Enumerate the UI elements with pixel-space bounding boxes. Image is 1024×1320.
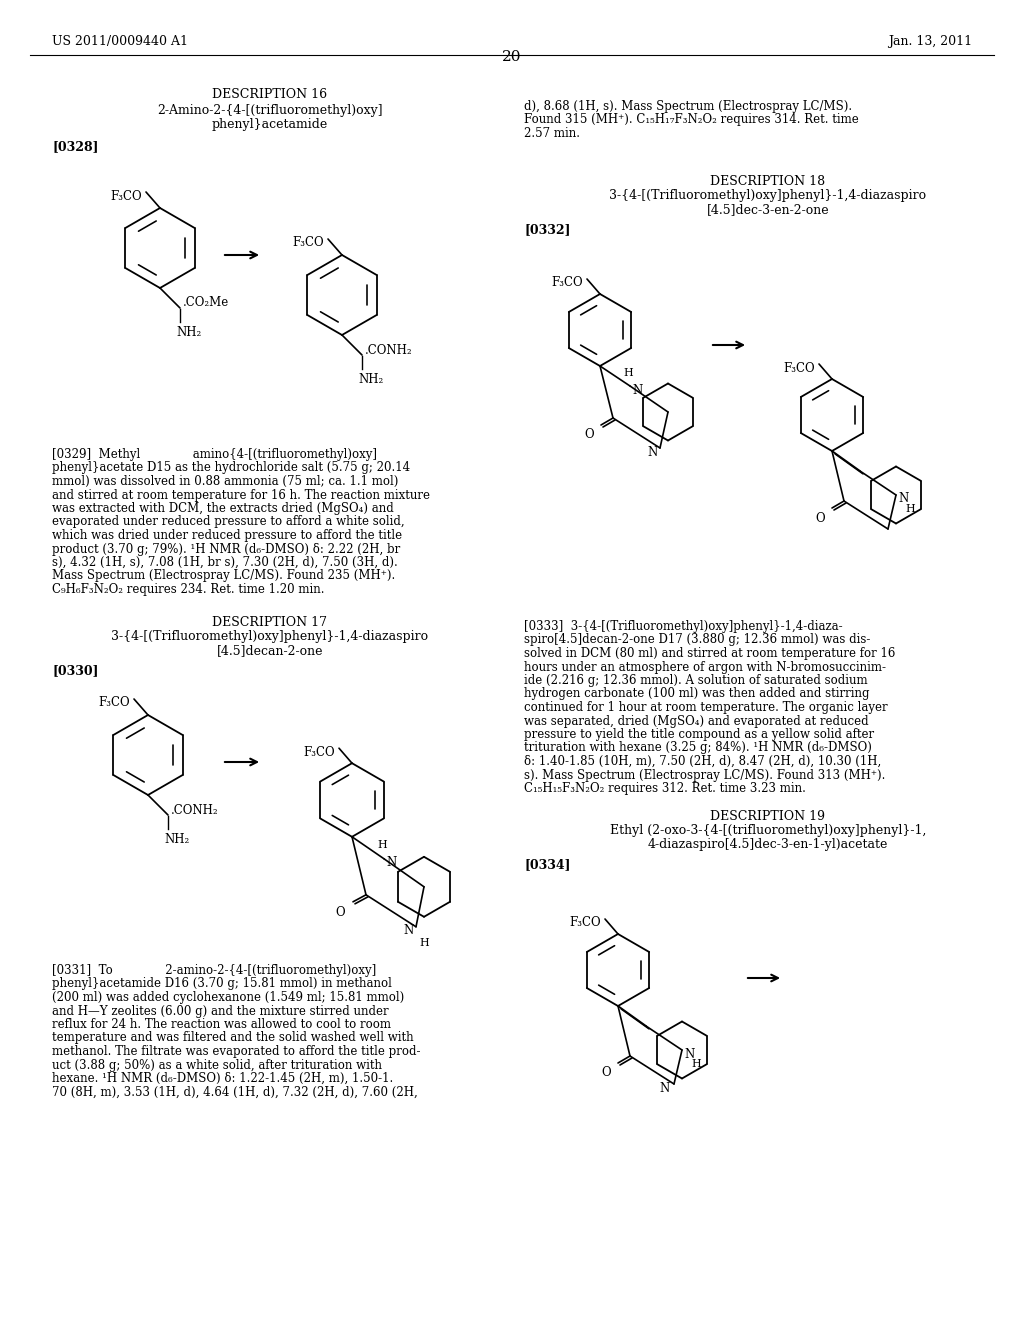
Text: N: N [648, 446, 658, 458]
Text: and stirred at room temperature for 16 h. The reaction mixture: and stirred at room temperature for 16 h… [52, 488, 430, 502]
Text: N: N [386, 857, 396, 870]
Text: temperature and was filtered and the solid washed well with: temperature and was filtered and the sol… [52, 1031, 414, 1044]
Text: [4.5]dec-3-en-2-one: [4.5]dec-3-en-2-one [707, 203, 829, 216]
Text: 3-{4-[(Trifluoromethyl)oxy]phenyl}-1,4-diazaspiro: 3-{4-[(Trifluoromethyl)oxy]phenyl}-1,4-d… [112, 630, 429, 643]
Text: [0334]: [0334] [524, 858, 570, 871]
Text: hours under an atmosphere of argon with N-bromosuccinim-: hours under an atmosphere of argon with … [524, 660, 886, 673]
Text: 4-diazaspiro[4.5]dec-3-en-1-yl)acetate: 4-diazaspiro[4.5]dec-3-en-1-yl)acetate [648, 838, 888, 851]
Text: (200 ml) was added cyclohexanone (1.549 ml; 15.81 mmol): (200 ml) was added cyclohexanone (1.549 … [52, 991, 404, 1005]
Text: phenyl}acetamide: phenyl}acetamide [212, 117, 328, 131]
Text: Found 315 (MH⁺). C₁₅H₁₇F₃N₂O₂ requires 314. Ret. time: Found 315 (MH⁺). C₁₅H₁₇F₃N₂O₂ requires 3… [524, 114, 859, 127]
Text: .CONH₂: .CONH₂ [365, 343, 413, 356]
Text: 70 (8H, m), 3.53 (1H, d), 4.64 (1H, d), 7.32 (2H, d), 7.60 (2H,: 70 (8H, m), 3.53 (1H, d), 4.64 (1H, d), … [52, 1085, 418, 1098]
Text: NH₂: NH₂ [176, 326, 202, 339]
Text: mmol) was dissolved in 0.88 ammonia (75 ml; ca. 1.1 mol): mmol) was dissolved in 0.88 ammonia (75 … [52, 475, 398, 488]
Text: NH₂: NH₂ [358, 374, 383, 385]
Text: US 2011/0009440 A1: US 2011/0009440 A1 [52, 36, 188, 48]
Text: hydrogen carbonate (100 ml) was then added and stirring: hydrogen carbonate (100 ml) was then add… [524, 688, 869, 701]
Text: F₃CO: F₃CO [569, 916, 601, 929]
Text: δ: 1.40-1.85 (10H, m), 7.50 (2H, d), 8.47 (2H, d), 10.30 (1H,: δ: 1.40-1.85 (10H, m), 7.50 (2H, d), 8.4… [524, 755, 882, 768]
Text: and H—Y zeolites (6.00 g) and the mixture stirred under: and H—Y zeolites (6.00 g) and the mixtur… [52, 1005, 389, 1018]
Text: pressure to yield the title compound as a yellow solid after: pressure to yield the title compound as … [524, 729, 874, 741]
Text: H: H [691, 1059, 700, 1069]
Text: H: H [419, 937, 429, 948]
Text: spiro[4.5]decan-2-one D17 (3.880 g; 12.36 mmol) was dis-: spiro[4.5]decan-2-one D17 (3.880 g; 12.3… [524, 634, 870, 647]
Text: N: N [684, 1048, 694, 1060]
Text: N: N [403, 924, 414, 937]
Text: product (3.70 g; 79%). ¹H NMR (d₆-DMSO) δ: 2.22 (2H, br: product (3.70 g; 79%). ¹H NMR (d₆-DMSO) … [52, 543, 400, 556]
Text: DESCRIPTION 19: DESCRIPTION 19 [711, 810, 825, 822]
Text: evaporated under reduced pressure to afford a white solid,: evaporated under reduced pressure to aff… [52, 516, 404, 528]
Text: phenyl}acetate D15 as the hydrochloride salt (5.75 g; 20.14: phenyl}acetate D15 as the hydrochloride … [52, 462, 411, 474]
Text: reflux for 24 h. The reaction was allowed to cool to room: reflux for 24 h. The reaction was allowe… [52, 1018, 391, 1031]
Text: uct (3.88 g; 50%) as a white solid, after trituration with: uct (3.88 g; 50%) as a white solid, afte… [52, 1059, 382, 1072]
Text: N: N [632, 384, 642, 396]
Text: 3-{4-[(Trifluoromethyl)oxy]phenyl}-1,4-diazaspiro: 3-{4-[(Trifluoromethyl)oxy]phenyl}-1,4-d… [609, 189, 927, 202]
Text: .CO₂Me: .CO₂Me [183, 297, 229, 309]
Text: O: O [584, 429, 594, 441]
Text: solved in DCM (80 ml) and stirred at room temperature for 16: solved in DCM (80 ml) and stirred at roo… [524, 647, 895, 660]
Text: 2-Amino-2-{4-[(trifluoromethyl)oxy]: 2-Amino-2-{4-[(trifluoromethyl)oxy] [158, 104, 383, 117]
Text: O: O [335, 907, 345, 919]
Text: O: O [815, 511, 824, 524]
Text: was separated, dried (MgSO₄) and evaporated at reduced: was separated, dried (MgSO₄) and evapora… [524, 714, 868, 727]
Text: N: N [659, 1081, 670, 1094]
Text: O: O [601, 1067, 610, 1080]
Text: 2.57 min.: 2.57 min. [524, 127, 580, 140]
Text: [0328]: [0328] [52, 140, 98, 153]
Text: was extracted with DCM, the extracts dried (MgSO₄) and: was extracted with DCM, the extracts dri… [52, 502, 394, 515]
Text: F₃CO: F₃CO [303, 746, 335, 759]
Text: s). Mass Spectrum (Electrospray LC/MS). Found 313 (MH⁺).: s). Mass Spectrum (Electrospray LC/MS). … [524, 768, 886, 781]
Text: [0329]  Methyl              amino{4-[(trifluoromethyl)oxy]: [0329] Methyl amino{4-[(trifluoromethyl)… [52, 447, 377, 461]
Text: F₃CO: F₃CO [111, 190, 142, 202]
Text: trituration with hexane (3.25 g; 84%). ¹H NMR (d₆-DMSO): trituration with hexane (3.25 g; 84%). ¹… [524, 742, 871, 755]
Text: ide (2.216 g; 12.36 mmol). A solution of saturated sodium: ide (2.216 g; 12.36 mmol). A solution of… [524, 675, 867, 686]
Text: 20: 20 [502, 50, 522, 63]
Text: N: N [898, 492, 908, 506]
Text: d), 8.68 (1H, s). Mass Spectrum (Electrospray LC/MS).: d), 8.68 (1H, s). Mass Spectrum (Electro… [524, 100, 852, 114]
Text: H: H [905, 504, 914, 513]
Text: [4.5]decan-2-one: [4.5]decan-2-one [217, 644, 324, 657]
Text: C₁₅H₁₅F₃N₂O₂ requires 312. Ret. time 3.23 min.: C₁₅H₁₅F₃N₂O₂ requires 312. Ret. time 3.2… [524, 781, 806, 795]
Text: which was dried under reduced pressure to afford the title: which was dried under reduced pressure t… [52, 529, 402, 543]
Text: [0333]  3-{4-[(Trifluoromethyl)oxy]phenyl}-1,4-diaza-: [0333] 3-{4-[(Trifluoromethyl)oxy]phenyl… [524, 620, 843, 634]
Text: methanol. The filtrate was evaporated to afford the title prod-: methanol. The filtrate was evaporated to… [52, 1045, 421, 1059]
Text: Ethyl (2-oxo-3-{4-[(trifluoromethyl)oxy]phenyl}-1,: Ethyl (2-oxo-3-{4-[(trifluoromethyl)oxy]… [610, 824, 926, 837]
Text: F₃CO: F₃CO [293, 236, 324, 249]
Text: F₃CO: F₃CO [783, 362, 815, 375]
Text: F₃CO: F₃CO [551, 276, 583, 289]
Text: H: H [377, 840, 387, 850]
Text: C₉H₆F₃N₂O₂ requires 234. Ret. time 1.20 min.: C₉H₆F₃N₂O₂ requires 234. Ret. time 1.20 … [52, 583, 325, 597]
Text: [0331]  To              2-amino-2-{4-[(trifluoromethyl)oxy]: [0331] To 2-amino-2-{4-[(trifluoromethyl… [52, 964, 376, 977]
Text: H: H [624, 368, 633, 378]
Text: [0332]: [0332] [524, 223, 570, 236]
Text: continued for 1 hour at room temperature. The organic layer: continued for 1 hour at room temperature… [524, 701, 888, 714]
Text: F₃CO: F₃CO [98, 697, 130, 710]
Text: DESCRIPTION 16: DESCRIPTION 16 [212, 88, 328, 102]
Text: hexane. ¹H NMR (d₆-DMSO) δ: 1.22-1.45 (2H, m), 1.50-1.: hexane. ¹H NMR (d₆-DMSO) δ: 1.22-1.45 (2… [52, 1072, 393, 1085]
Text: NH₂: NH₂ [164, 833, 189, 846]
Text: [0330]: [0330] [52, 664, 98, 677]
Text: DESCRIPTION 17: DESCRIPTION 17 [213, 616, 328, 630]
Text: DESCRIPTION 18: DESCRIPTION 18 [711, 176, 825, 187]
Text: Jan. 13, 2011: Jan. 13, 2011 [888, 36, 972, 48]
Text: s), 4.32 (1H, s), 7.08 (1H, br s), 7.30 (2H, d), 7.50 (3H, d).: s), 4.32 (1H, s), 7.08 (1H, br s), 7.30 … [52, 556, 397, 569]
Text: phenyl}acetamide D16 (3.70 g; 15.81 mmol) in methanol: phenyl}acetamide D16 (3.70 g; 15.81 mmol… [52, 978, 392, 990]
Text: Mass Spectrum (Electrospray LC/MS). Found 235 (MH⁺).: Mass Spectrum (Electrospray LC/MS). Foun… [52, 569, 395, 582]
Text: .CONH₂: .CONH₂ [171, 804, 219, 817]
